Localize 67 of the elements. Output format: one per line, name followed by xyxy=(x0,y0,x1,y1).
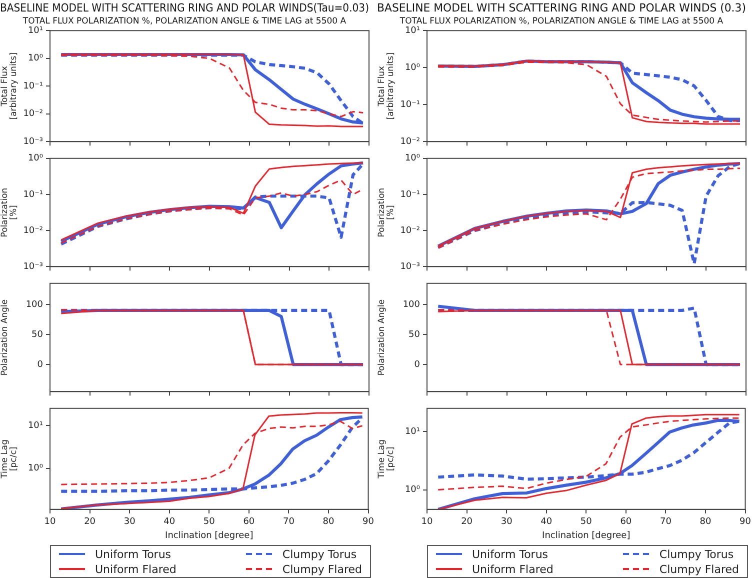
y-tick-label: 50 xyxy=(32,330,44,340)
y-tick-label: 10⁻² xyxy=(400,226,420,236)
legend-label: Clumpy Torus xyxy=(282,548,357,560)
y-axis-title: Total Flux [arbitrary units] xyxy=(376,52,396,120)
y-tick-label: 10⁰ xyxy=(404,154,420,164)
x-tick-label: 50 xyxy=(580,517,592,528)
y-tick-label: 100 xyxy=(26,300,44,310)
x-tick-label: 70 xyxy=(660,517,672,528)
y-tick-label: 10⁰ xyxy=(28,54,44,64)
y-tick-label: 10⁻³ xyxy=(23,262,44,272)
x-tick-label: 40 xyxy=(164,517,176,528)
y-tick-label: 10⁰ xyxy=(28,154,44,164)
x-tick-label: 10 xyxy=(44,517,56,528)
y-axis-title: Total Flux [arbitrary units] xyxy=(0,52,20,120)
y-axis-title: Polarization Angle xyxy=(376,299,387,376)
x-tick-label: 80 xyxy=(322,517,334,528)
y-tick-label: 10⁰ xyxy=(28,464,44,474)
y-tick-label: 10⁻² xyxy=(400,136,420,147)
x-tick-label: 30 xyxy=(124,517,136,528)
y-tick-label: 100 xyxy=(402,300,420,310)
x-tick-label: 60 xyxy=(243,517,255,528)
legend-label: Clumpy Flared xyxy=(282,562,362,576)
y-tick-label: 10⁻¹ xyxy=(400,100,420,110)
y-tick-label: 10⁻³ xyxy=(23,136,44,147)
legend-label: Uniform Torus xyxy=(95,548,172,560)
x-tick-label: 20 xyxy=(84,517,96,528)
x-tick-label: 90 xyxy=(362,517,374,528)
chart-title: BASELINE MODEL WITH SCATTERING RING AND POLAR WINDS (0.3) xyxy=(377,2,746,15)
y-tick-label: 10¹ xyxy=(28,420,44,431)
x-tick-label: 40 xyxy=(540,517,552,528)
y-tick-label: 10¹ xyxy=(28,26,44,36)
x-axis-title: Inclination [degree] xyxy=(165,530,254,541)
y-tick-label: 10⁻¹ xyxy=(400,190,420,200)
y-axis-title: Time Lag [pc/c] xyxy=(376,439,396,480)
y-tick-label: 10⁻¹ xyxy=(23,190,44,200)
y-axis-title: Polarization [%] xyxy=(376,188,396,238)
y-tick-label: 10⁻² xyxy=(23,226,44,236)
x-tick-label: 80 xyxy=(700,517,712,528)
y-tick-label: 10⁻¹ xyxy=(23,81,44,92)
chart-subtitle: TOTAL FLUX POLARIZATION %, POLARIZATION ANGLE & TIME LAG at 5500 A xyxy=(398,16,724,27)
x-tick-label: 90 xyxy=(740,517,752,528)
chart-subtitle: TOTAL FLUX POLARIZATION %, POLARIZATION ANGLE & TIME LAG at 5500 A xyxy=(22,16,346,27)
y-tick-label: 10¹ xyxy=(404,426,420,437)
y-tick-label: 0 xyxy=(37,360,44,370)
y-tick-label: 10¹ xyxy=(404,26,420,36)
x-tick-label: 60 xyxy=(620,517,632,528)
legend-label: Clumpy Torus xyxy=(659,548,734,560)
x-tick-label: 30 xyxy=(500,517,513,528)
y-tick-label: 0 xyxy=(414,360,420,370)
x-tick-label: 20 xyxy=(461,517,473,528)
legend-label: Uniform Flared xyxy=(95,562,176,576)
y-axis-title: Polarization [%] xyxy=(0,188,20,238)
x-tick-label: 70 xyxy=(282,517,295,528)
legend-label: Clumpy Flared xyxy=(659,562,739,576)
y-axis-title: Polarization Angle xyxy=(0,299,10,376)
y-tick-label: 10⁻² xyxy=(23,109,44,120)
chart-title: BASELINE MODEL WITH SCATTERING RING AND POLAR WINDS(Tau=0.03) xyxy=(0,1,370,15)
y-tick-label: 50 xyxy=(408,330,420,340)
legend-label: Uniform Torus xyxy=(472,548,548,560)
x-tick-label: 10 xyxy=(421,517,433,528)
x-axis-title: Inclination [degree] xyxy=(542,530,630,541)
x-tick-label: 50 xyxy=(203,517,216,528)
y-tick-label: 10⁰ xyxy=(404,62,420,73)
y-tick-label: 10⁰ xyxy=(404,485,420,496)
y-tick-label: 10⁻³ xyxy=(400,262,420,272)
legend-label: Uniform Flared xyxy=(472,562,554,576)
y-axis-title: Time Lag [pc/c] xyxy=(0,439,20,480)
